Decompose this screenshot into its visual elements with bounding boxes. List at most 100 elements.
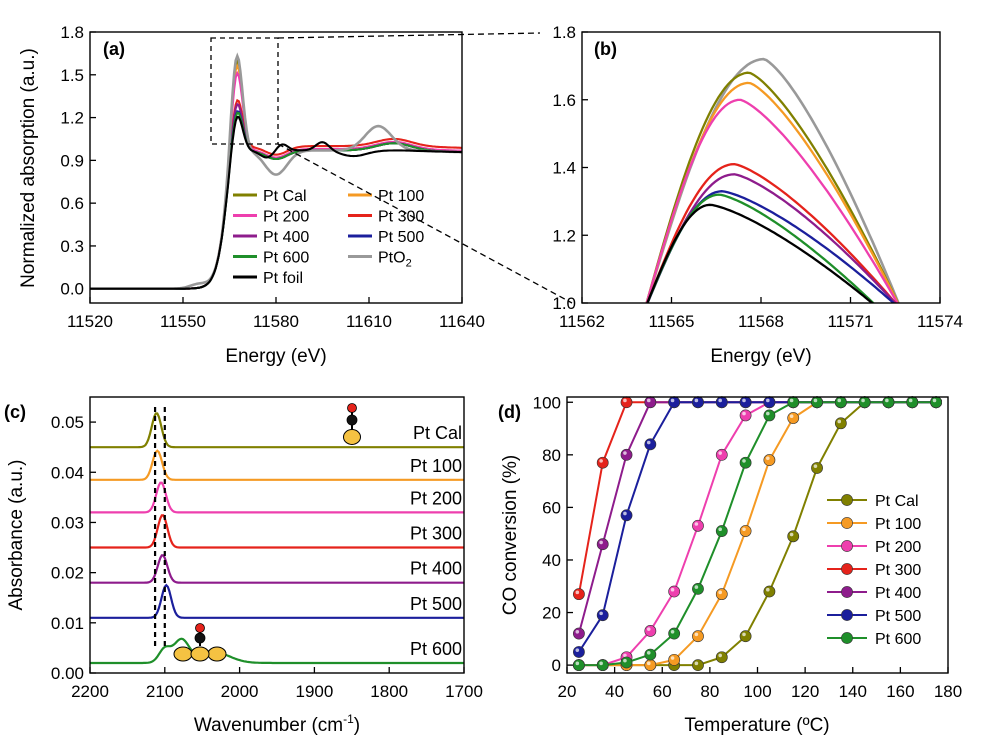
panel-a-legend-label-pt-500: Pt 500: [378, 229, 424, 246]
panel-d-point-highlight: [599, 611, 603, 616]
panel-d-point-pt-500: [573, 646, 585, 658]
panel-d-point-pt-600: [644, 648, 657, 661]
panel-d-point-pt-600: [715, 525, 728, 537]
panel-c-label: (c): [4, 402, 26, 422]
linear-co-adsorption-icon: [343, 403, 361, 445]
panel-b-ytick-label: 1.8: [552, 23, 576, 42]
panel-d-point-highlight: [694, 398, 699, 403]
panel-d-legend-marker-pt-100: [841, 517, 853, 529]
panel-d-legend-label-pt-200: Pt 200: [875, 539, 921, 556]
panel-d-point-pt-400: [620, 448, 633, 461]
panel-a-xtick-label: 11580: [253, 312, 299, 331]
panel-d-point-pt-400: [644, 396, 657, 409]
panel-d-point-highlight: [694, 585, 699, 589]
panel-d-ytick-label: 0: [552, 656, 561, 675]
panel-d-point-pt-500: [763, 396, 776, 409]
panel-a-ytick-label: 0.9: [60, 151, 84, 170]
panel-d-legend-label-pt-300: Pt 300: [875, 562, 921, 579]
panel-c-curve-pt-cal: [90, 412, 464, 449]
panel-a-ytick-label: 0.3: [60, 237, 84, 256]
panel-d-point-pt-600: [834, 396, 847, 409]
panel-d-point-highlight: [789, 532, 794, 537]
panel-b-xtick-label: 11568: [738, 312, 784, 331]
panel-d-point-highlight: [694, 632, 699, 637]
panel-a-legend-label-pt-400: Pt 400: [263, 229, 309, 246]
panel-d-xtick-label: 120: [791, 682, 819, 701]
panel-d-point-highlight: [670, 629, 675, 634]
panel-d-legend-label-pt-100: Pt 100: [875, 516, 921, 533]
panel-c-ytick-label: 0.03: [51, 513, 84, 532]
panel-d-point-highlight: [646, 661, 651, 666]
panel-d-point-highlight: [575, 629, 580, 634]
panel-d-point-highlight: [837, 398, 842, 403]
panel-a-legend-label-pt-200: Pt 200: [263, 209, 309, 226]
panel-c-ytick-label: 0.00: [51, 664, 84, 683]
zoom-connector-top: [277, 32, 541, 39]
panel-b-ytick-label: 1.6: [552, 91, 576, 110]
panel-d-point-pt-300: [620, 396, 633, 409]
panel-d-point-highlight: [742, 398, 746, 403]
panel-d-point-pt-200: [739, 409, 752, 422]
panel-b-xlabel: Energy (eV): [710, 346, 811, 367]
panel-c-drifts: 2200 2100 2000 1900 1800 1700 0.00 0.01 0.02 0.03…: [4, 396, 483, 736]
panel-a-legend: Pt Cal Pt 100 Pt 200 Pt 300 Pt 400 Pt 500 Pt 6…: [233, 188, 424, 287]
panel-a-legend-label-pt-cal: Pt Cal: [263, 188, 307, 205]
panel-d-point-highlight: [623, 511, 627, 516]
panel-c-label-pt-400: Pt 400: [410, 559, 462, 579]
panel-b-curve-pt-300: [646, 162, 897, 303]
panel-a-ytick-label: 1.8: [60, 23, 84, 42]
panel-c-series-labels: Pt Cal Pt 100 Pt 200 Pt 300 Pt 400 Pt 500 Pt 6…: [410, 423, 462, 659]
panel-d-point-highlight: [718, 653, 722, 658]
panel-d-point-highlight: [742, 411, 746, 416]
panel-c-curve-pt-200: [90, 481, 464, 514]
panel-c-label-pt-300: Pt 300: [410, 524, 462, 544]
panel-c-label-pt-200: Pt 200: [410, 488, 462, 508]
panel-a-legend-label-pt-foil: Pt foil: [263, 270, 303, 287]
panel-d-point-pt-cal: [811, 462, 823, 474]
panel-c-ylabel: Absorbance (a.u.): [6, 459, 27, 610]
panel-d-legend-marker-pt-cal: [841, 494, 853, 506]
panel-d-point-pt-600: [811, 396, 823, 409]
panel-d-ytick-label: 80: [542, 446, 561, 465]
panel-d-point-pt-600: [882, 396, 895, 409]
panel-d-point-highlight: [623, 653, 627, 658]
panel-d-ylabel: CO conversion (%): [500, 455, 521, 616]
panel-b-ytick-label: 1.4: [552, 159, 576, 178]
panel-d-legend-marker-pt-300: [841, 563, 853, 575]
panel-c-frame: [89, 396, 465, 674]
panel-d-ytick-label: 40: [542, 551, 561, 570]
panel-d-ytick-label: 60: [542, 498, 561, 517]
panel-d-legend-label-pt-400: Pt 400: [875, 585, 921, 602]
panel-d-point-pt-cal: [834, 417, 847, 430]
panel-d-point-highlight: [908, 398, 913, 403]
panel-c-label-pt-500: Pt 500: [410, 594, 462, 614]
panel-d-point-highlight: [742, 527, 746, 532]
panel-a-legend-label-pto2: PtO2: [378, 250, 412, 270]
panel-d-point-pt-600: [668, 627, 681, 640]
panel-d-point-highlight: [670, 656, 675, 660]
panel-d-point-highlight: [694, 522, 699, 526]
panel-c-curve-pt-100: [90, 449, 464, 481]
panel-d-point-pt-500: [620, 509, 633, 522]
panel-a-curve-pt-foil: [90, 115, 462, 290]
panel-d-legend-label-pt-600: Pt 600: [875, 631, 921, 648]
panel-a-xtick-label: 11640: [439, 312, 485, 331]
panel-d-series-pt-600: [573, 396, 942, 672]
panel-d-point-highlight: [623, 658, 627, 663]
panel-b-xtick-label: 11574: [917, 312, 963, 331]
panel-d-point-pt-100: [668, 653, 681, 666]
panel-d-point-pt-100: [715, 588, 728, 601]
panel-d-point-highlight: [885, 398, 889, 403]
panel-b-xanes-zoom: 11562 11565 11568 11571 11574 1.0 1.2 1.4 1.6 1.8…: [552, 23, 963, 367]
panel-d-point-highlight: [623, 398, 627, 403]
panel-d-legend-marker-pt-600: [841, 632, 853, 644]
panel-d-point-highlight: [766, 398, 770, 403]
panel-d-point-pt-600: [573, 659, 585, 672]
panel-c-xtick-label: 2200: [71, 682, 109, 701]
bridge-co-adsorption-icon: [173, 623, 227, 662]
panel-d-point-highlight: [766, 587, 770, 592]
panel-a-curves: [90, 52, 463, 290]
panel-d-point-highlight: [789, 398, 794, 403]
panel-d-point-highlight: [718, 527, 722, 532]
panel-d-point-pt-500: [596, 609, 609, 622]
